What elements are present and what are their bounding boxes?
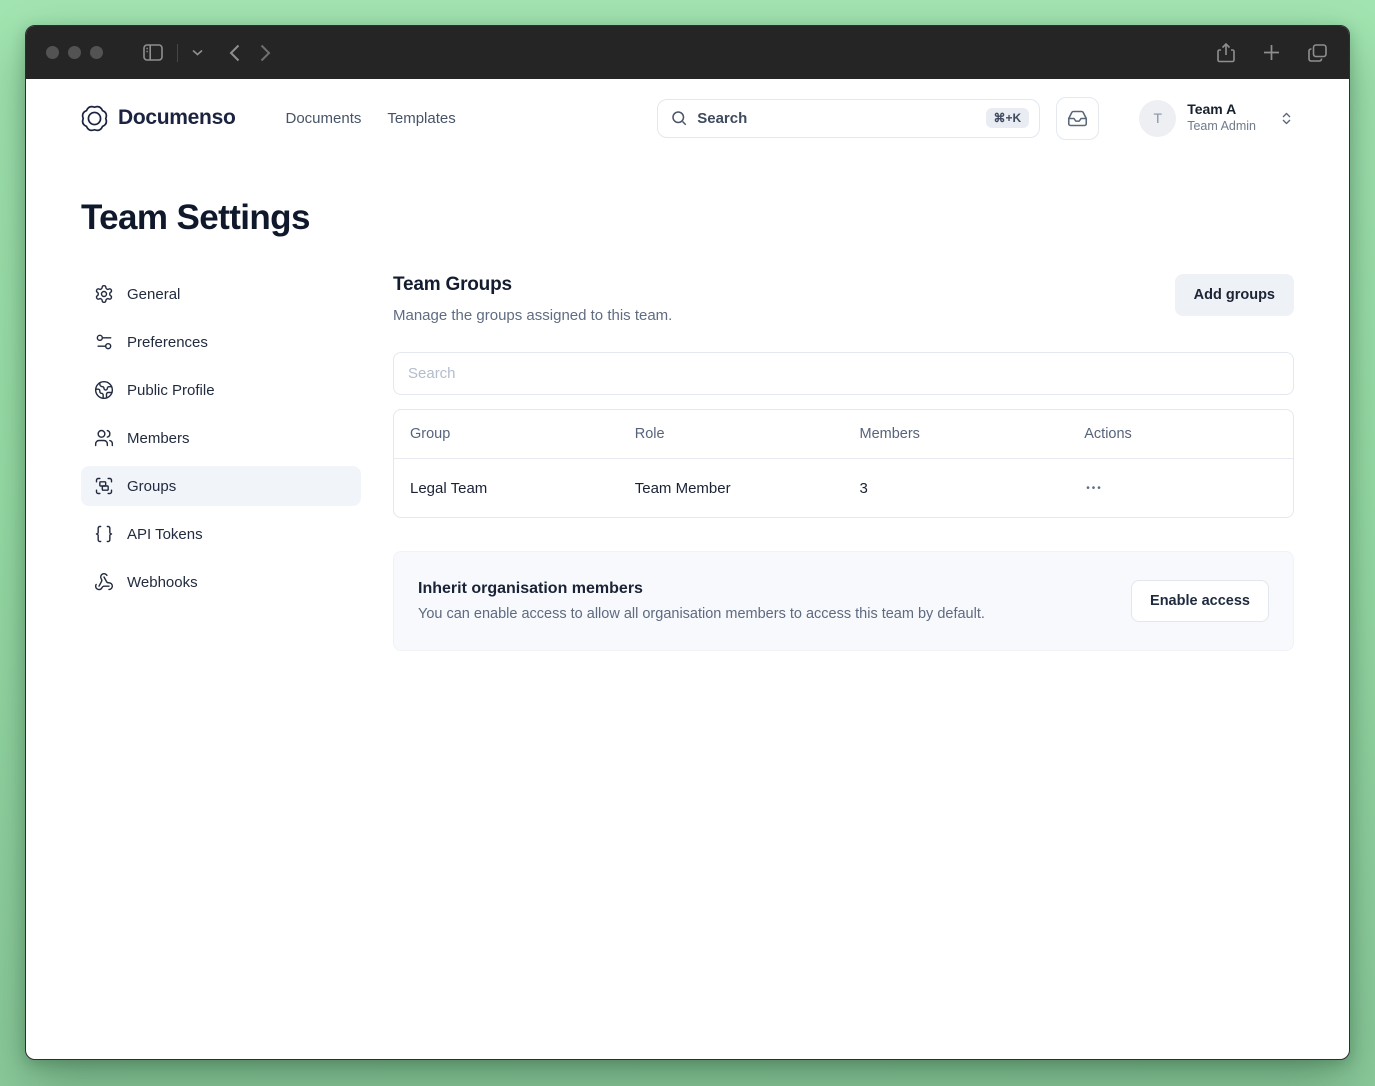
inbox-icon <box>1067 108 1088 129</box>
team-groups-section: Team Groups Manage the groups assigned t… <box>393 274 1294 651</box>
sidebar-item-webhooks[interactable]: Webhooks <box>81 562 361 602</box>
cell-role: Team Member <box>634 479 731 497</box>
app-header: Documenso Documents Templates Search ⌘+K <box>26 85 1349 151</box>
brand-name: Documenso <box>118 106 236 129</box>
col-role: Role <box>618 410 844 459</box>
page-title: Team Settings <box>81 198 310 237</box>
search-icon <box>670 109 688 127</box>
team-switcher[interactable]: T Team A Team Admin <box>1139 99 1294 137</box>
sidebar-item-public-profile[interactable]: Public Profile <box>81 370 361 410</box>
sidebar-toggle-icon[interactable] <box>141 42 165 63</box>
sidebar-item-general[interactable]: General <box>81 274 361 314</box>
sidebar-item-groups[interactable]: Groups <box>81 466 361 506</box>
forward-icon[interactable] <box>258 42 273 64</box>
inherit-title: Inherit organisation members <box>418 580 643 597</box>
sidebar-item-label: Preferences <box>127 333 208 351</box>
tab-overview-icon[interactable] <box>1306 42 1329 64</box>
groups-table: Group Role Members Actions Legal Team Te… <box>393 409 1294 518</box>
add-groups-button[interactable]: Add groups <box>1174 274 1294 316</box>
sidebar-item-api-tokens[interactable]: API Tokens <box>81 514 361 554</box>
team-name: Team A <box>1187 101 1237 118</box>
search-shortcut-badge: ⌘+K <box>985 108 1030 128</box>
inherit-description: You can enable access to allow all organ… <box>418 606 985 622</box>
titlebar <box>26 26 1349 79</box>
sidebar-item-label: Groups <box>127 477 177 495</box>
browser-window: Documenso Documents Templates Search ⌘+K <box>25 25 1350 1060</box>
new-tab-icon[interactable] <box>1261 42 1282 63</box>
groups-search-input[interactable] <box>393 352 1294 395</box>
nav-documents[interactable]: Documents <box>285 109 362 127</box>
chevrons-up-down-icon <box>1279 111 1294 126</box>
globe-icon <box>94 380 114 400</box>
sidebar-item-preferences[interactable]: Preferences <box>81 322 361 362</box>
share-icon[interactable] <box>1215 41 1237 65</box>
sidebar-item-members[interactable]: Members <box>81 418 361 458</box>
col-members: Members <box>843 410 1069 459</box>
chevron-down-icon[interactable] <box>190 47 205 58</box>
table-header-row: Group Role Members Actions <box>394 410 1293 459</box>
settings-sidebar: General Preferences <box>81 274 361 651</box>
close-button[interactable] <box>46 46 59 59</box>
cell-members: 3 <box>859 479 868 497</box>
page-body: Team Settings General <box>26 198 1349 651</box>
section-title: Team Groups <box>393 274 512 295</box>
group-icon <box>94 476 114 496</box>
braces-icon <box>94 524 114 544</box>
enable-access-button[interactable]: Enable access <box>1131 580 1269 622</box>
ellipsis-icon: ••• <box>1086 483 1103 494</box>
titlebar-divider <box>177 43 178 62</box>
zoom-button[interactable] <box>90 46 103 59</box>
back-icon[interactable] <box>227 42 242 64</box>
section-subtitle: Manage the groups assigned to this team. <box>393 307 673 324</box>
table-row: Legal Team Team Member 3 ••• <box>394 459 1293 518</box>
avatar: T <box>1139 99 1177 137</box>
inbox-button[interactable] <box>1056 96 1100 140</box>
sidebar-item-label: Members <box>127 429 190 447</box>
sidebar-item-label: General <box>127 285 181 303</box>
webhook-icon <box>94 572 114 592</box>
row-actions-menu-button[interactable]: ••• <box>1084 479 1105 498</box>
sidebar-item-label: Webhooks <box>127 573 198 591</box>
cell-group: Legal Team <box>410 479 488 497</box>
inherit-members-card: Inherit organisation members You can ena… <box>393 551 1294 651</box>
sliders-icon <box>94 332 114 352</box>
brand-logo[interactable]: Documenso <box>81 105 236 132</box>
main-nav: Documents Templates <box>286 110 456 127</box>
sidebar-item-label: Public Profile <box>127 381 215 399</box>
team-role: Team Admin <box>1187 118 1256 133</box>
global-search-placeholder: Search <box>697 109 748 127</box>
minimize-button[interactable] <box>68 46 81 59</box>
col-actions: Actions <box>1068 410 1293 459</box>
documenso-seal-icon <box>81 105 108 132</box>
global-search[interactable]: Search ⌘+K <box>657 98 1041 138</box>
col-group: Group <box>394 410 619 459</box>
sidebar-item-label: API Tokens <box>127 525 203 543</box>
users-icon <box>94 428 114 448</box>
gear-icon <box>94 284 114 304</box>
nav-templates[interactable]: Templates <box>387 109 456 127</box>
traffic-lights <box>46 46 103 59</box>
